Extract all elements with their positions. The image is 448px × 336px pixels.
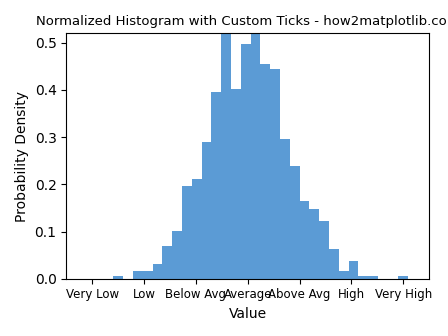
Bar — [260, 64, 270, 279]
Bar — [133, 271, 143, 279]
Bar — [329, 249, 339, 279]
Bar — [290, 166, 300, 279]
Bar — [202, 141, 211, 279]
Y-axis label: Probability Density: Probability Density — [15, 90, 29, 221]
Bar — [192, 179, 202, 279]
Bar — [250, 24, 260, 279]
Bar — [143, 271, 152, 279]
Bar — [368, 276, 378, 279]
Bar — [182, 186, 192, 279]
Bar — [310, 209, 319, 279]
Bar — [358, 276, 368, 279]
Bar — [152, 264, 162, 279]
Bar — [221, 34, 231, 279]
Bar — [231, 89, 241, 279]
Bar — [319, 221, 329, 279]
Bar — [398, 276, 408, 279]
Bar — [113, 276, 123, 279]
Bar — [280, 139, 290, 279]
Bar — [211, 92, 221, 279]
Bar — [172, 231, 182, 279]
Bar — [162, 246, 172, 279]
Bar — [300, 201, 310, 279]
Bar — [339, 271, 349, 279]
Bar — [270, 69, 280, 279]
Bar — [241, 44, 250, 279]
Title: Normalized Histogram with Custom Ticks - how2matplotlib.com: Normalized Histogram with Custom Ticks -… — [36, 15, 448, 28]
Bar — [349, 261, 358, 279]
X-axis label: Value: Value — [228, 307, 267, 321]
